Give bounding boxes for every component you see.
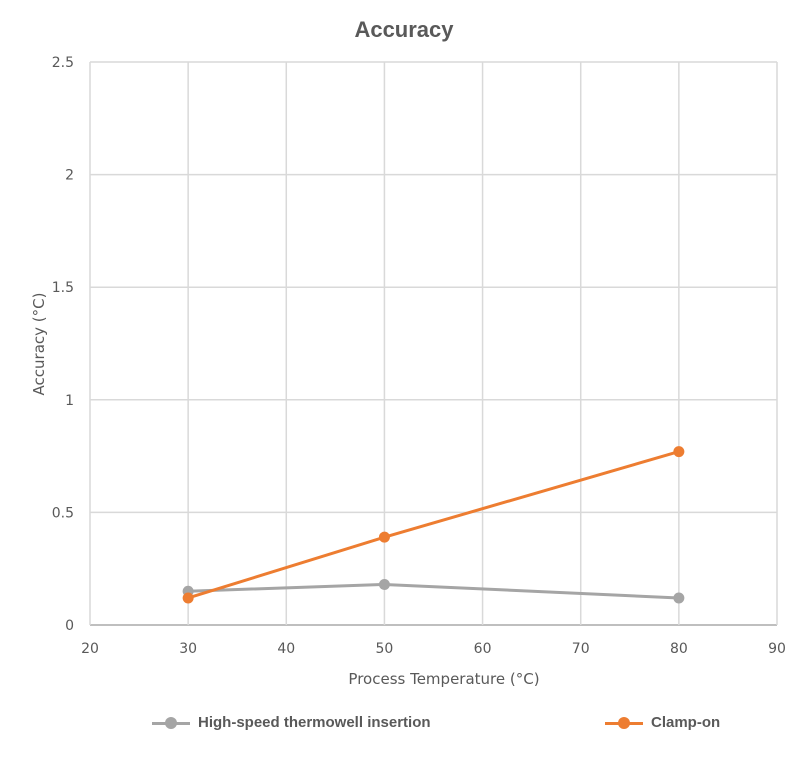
y-axis-ticks: 0 0.5 1 1.5 2 2.5 (52, 55, 74, 634)
x-axis-ticks: 20 30 40 50 60 70 80 90 (81, 641, 786, 657)
data-point (182, 592, 194, 604)
series-1 (182, 446, 685, 604)
x-axis-label: Process Temperature (°C) (348, 670, 539, 688)
legend-marker-icon (605, 715, 643, 731)
y-tick-label: 1 (65, 393, 74, 409)
gridlines (89, 61, 778, 626)
y-tick-label: 2 (65, 168, 74, 184)
x-tick-label: 70 (572, 641, 590, 657)
x-tick-label: 60 (474, 641, 492, 657)
series-0 (182, 578, 685, 604)
data-point (673, 446, 685, 458)
y-tick-label: 0 (65, 618, 74, 634)
y-tick-label: 0.5 (52, 505, 74, 521)
legend-item-high-speed-thermowell: High-speed thermowell insertion (152, 714, 431, 731)
chart-title: Accuracy (354, 17, 454, 42)
y-axis-label: Accuracy (°C) (30, 293, 48, 396)
x-tick-label: 90 (768, 641, 786, 657)
legend-label: High-speed thermowell insertion (198, 714, 431, 731)
data-point (378, 578, 390, 590)
y-tick-label: 2.5 (52, 55, 74, 71)
data-point (378, 531, 390, 543)
y-tick-label: 1.5 (52, 280, 74, 296)
x-tick-label: 20 (81, 641, 99, 657)
legend-label: Clamp-on (651, 714, 721, 731)
legend-marker-icon (152, 715, 190, 731)
x-tick-label: 40 (277, 641, 295, 657)
data-series (182, 446, 685, 604)
x-tick-label: 30 (179, 641, 197, 657)
legend-item-clamp-on: Clamp-on (605, 714, 720, 731)
data-point (673, 592, 685, 604)
x-tick-label: 80 (670, 641, 688, 657)
x-tick-label: 50 (376, 641, 394, 657)
